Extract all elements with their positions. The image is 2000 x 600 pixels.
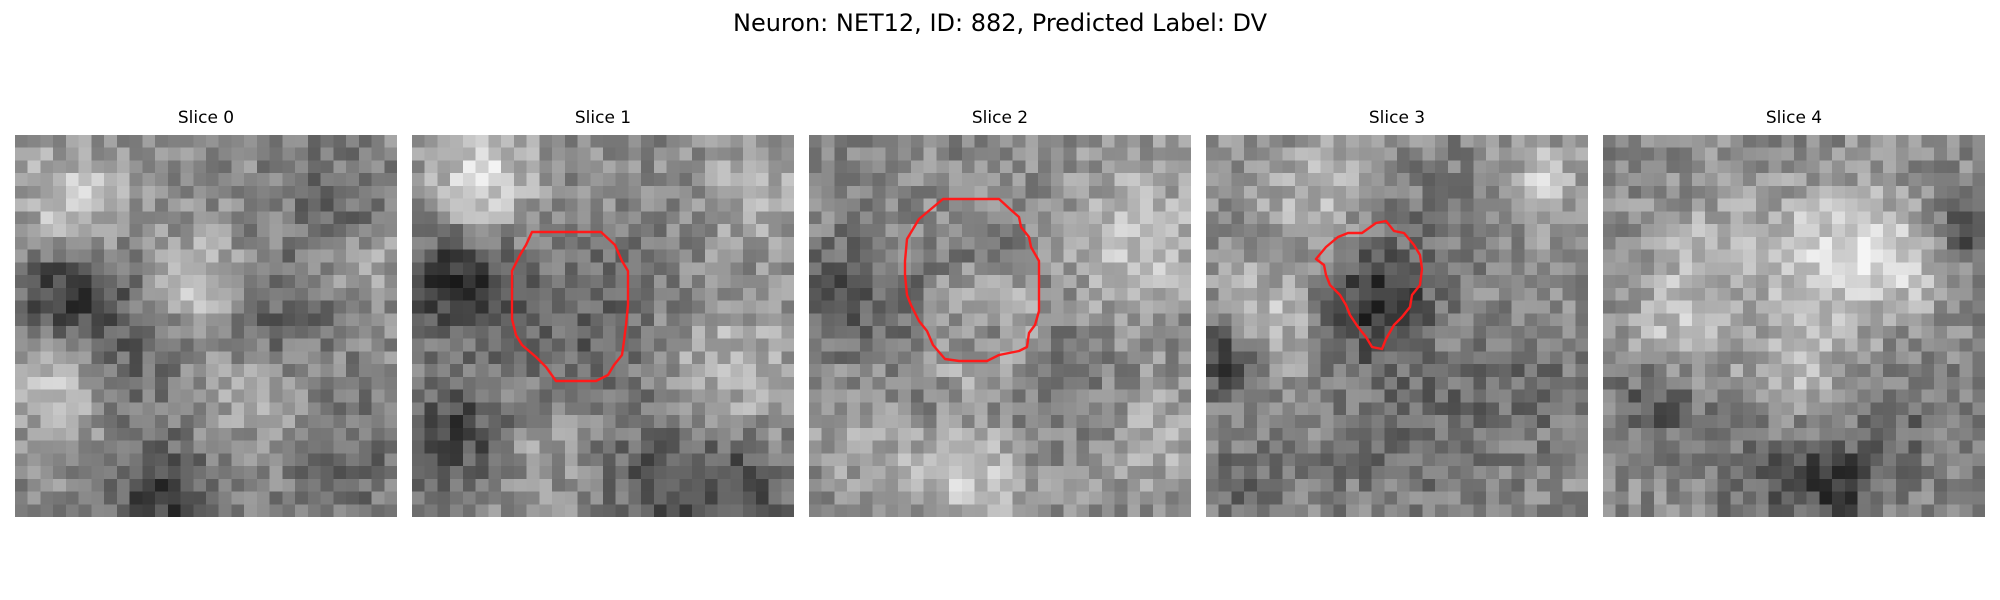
slice-title-0: Slice 0 xyxy=(177,108,235,128)
slice-image-3 xyxy=(1206,135,1588,517)
slice-4-grayscale-patch xyxy=(1603,135,1985,517)
slice-title-3: Slice 3 xyxy=(1368,108,1426,128)
slice-3-grayscale-patch xyxy=(1206,135,1588,517)
slice-3-overlay xyxy=(1314,219,1424,351)
slice-3-roi-contour xyxy=(1314,219,1424,351)
slice-1-grayscale-patch xyxy=(412,135,794,517)
slice-2-overlay xyxy=(903,197,1041,363)
slice-title-1: Slice 1 xyxy=(574,108,632,128)
slice-1-overlay xyxy=(510,230,630,383)
slice-1-roi-contour xyxy=(510,230,630,383)
slice-title-4: Slice 4 xyxy=(1765,108,1823,128)
slice-title-2: Slice 2 xyxy=(971,108,1029,128)
slice-panel-2: Slice 2 xyxy=(809,107,1191,519)
slice-panel-0: Slice 0 xyxy=(15,107,397,519)
slice-panel-4: Slice 4 xyxy=(1603,107,1985,519)
slice-2-roi-contour xyxy=(903,197,1041,363)
slice-image-1 xyxy=(412,135,794,517)
figure-title: Neuron: NET12, ID: 882, Predicted Label:… xyxy=(732,9,1268,37)
slice-image-2 xyxy=(809,135,1191,517)
slice-image-0 xyxy=(15,135,397,517)
slice-panel-1: Slice 1 xyxy=(412,107,794,519)
slice-0-grayscale-patch xyxy=(15,135,397,517)
slice-image-4 xyxy=(1603,135,1985,517)
slice-panel-3: Slice 3 xyxy=(1206,107,1588,519)
